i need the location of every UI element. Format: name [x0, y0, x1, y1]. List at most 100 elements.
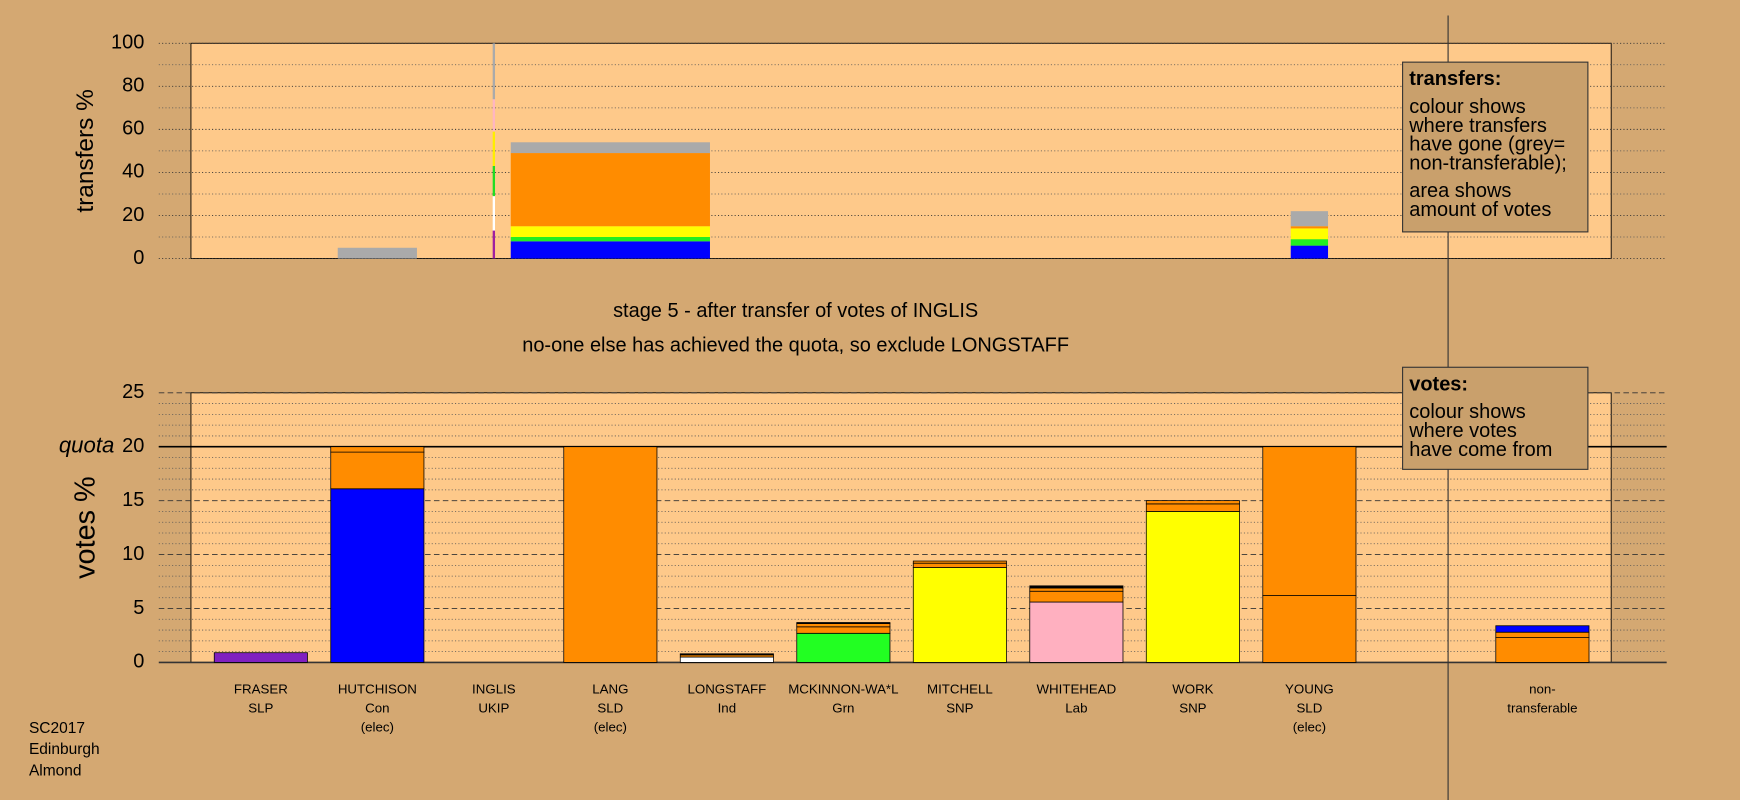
x-tick-label: HUTCHISON	[338, 682, 417, 697]
y-tick-label: 20	[122, 204, 144, 226]
bar-segment	[563, 446, 658, 663]
bar-segment	[510, 153, 710, 227]
legend-text: where votes	[1408, 420, 1517, 442]
x-tick-label: SLD	[1296, 701, 1322, 716]
y-axis-label: transfers %	[72, 89, 99, 212]
legend-box	[1402, 61, 1589, 233]
y-tick-label: 100	[111, 32, 144, 54]
legend-text: area shows	[1409, 180, 1511, 202]
bar-segment	[1029, 587, 1124, 592]
bar-segment	[330, 451, 425, 490]
bar-segment	[492, 165, 496, 197]
bar-segment	[912, 567, 1007, 663]
y-tick-label: 60	[122, 118, 144, 140]
bar-segment	[1495, 625, 1590, 633]
bar-segment	[492, 230, 496, 259]
y-tick-label: 15	[122, 489, 144, 511]
y-tick-label: 0	[133, 247, 144, 269]
x-tick-label: YOUNG	[1285, 682, 1334, 697]
bar-segment	[1290, 239, 1329, 246]
x-tick-label: Lab	[1065, 701, 1087, 716]
x-tick-label: (elec)	[594, 719, 627, 734]
legend-title: transfers:	[1409, 68, 1501, 90]
bar-segment	[1495, 637, 1590, 663]
x-tick-label: INGLIS	[472, 682, 516, 697]
bar-segment	[1290, 245, 1329, 259]
y-tick-label: 0	[133, 651, 144, 673]
bar-segment	[213, 652, 308, 663]
x-tick-label: (elec)	[1293, 719, 1326, 734]
y-tick-label: 5	[133, 597, 144, 619]
bar-segment	[1262, 446, 1357, 596]
bar-segment	[1290, 228, 1329, 240]
x-tick-label: UKIP	[478, 701, 509, 716]
x-tick-label: SNP	[1179, 701, 1206, 716]
footnote: Almond	[29, 762, 82, 779]
bar-segment	[1145, 503, 1240, 512]
legend-box	[1402, 366, 1589, 470]
x-tick-label: SNP	[946, 701, 973, 716]
bar-segment	[1029, 590, 1124, 603]
bar-segment	[1262, 595, 1357, 663]
x-tick-label: non-	[1529, 682, 1556, 697]
bar-segment	[330, 446, 425, 453]
x-tick-label: SLP	[248, 701, 273, 716]
bar-segment	[796, 632, 891, 663]
bar-segment	[1495, 631, 1590, 638]
x-tick-label: MITCHELL	[927, 682, 993, 697]
legend-title: votes:	[1409, 373, 1468, 395]
bar-segment	[510, 237, 710, 242]
x-tick-label: Con	[365, 701, 389, 716]
bar-segment	[796, 626, 891, 634]
x-tick-label: (elec)	[361, 719, 394, 734]
footnote: Edinburgh	[29, 741, 100, 758]
x-tick-label: SLD	[597, 701, 623, 716]
y-tick-label: 10	[122, 543, 144, 565]
chart-title: no-one else has achieved the quota, so e…	[522, 334, 1069, 356]
bar-segment	[330, 488, 425, 663]
x-tick-label: LANG	[592, 682, 628, 697]
bar-segment	[492, 131, 496, 166]
bar-segment	[510, 241, 710, 259]
plot-area	[190, 392, 1612, 663]
x-tick-label: WHITEHEAD	[1036, 682, 1116, 697]
x-tick-label: WORK	[1172, 682, 1213, 697]
bar-segment	[796, 623, 891, 628]
chart-title: stage 5 - after transfer of votes of ING…	[613, 300, 978, 322]
y-tick-label: 40	[122, 161, 144, 183]
bar-segment	[337, 247, 417, 259]
bar-segment	[492, 43, 496, 100]
bar-segment	[492, 196, 496, 231]
bar-segment	[1145, 500, 1240, 505]
bar-segment	[1029, 601, 1124, 663]
bar-segment	[1290, 226, 1329, 229]
x-tick-label: Grn	[832, 701, 854, 716]
legend-text: colour shows	[1409, 96, 1526, 118]
bar-segment	[510, 142, 710, 154]
x-tick-label: LONGSTAFF	[687, 682, 766, 697]
legend-text: where transfers	[1408, 115, 1547, 137]
bar-segment	[796, 622, 891, 624]
x-tick-label: FRASER	[234, 682, 288, 697]
bar-segment	[1029, 585, 1124, 589]
bar-segment	[912, 562, 1007, 568]
legend-text: non-transferable);	[1409, 152, 1567, 174]
x-tick-label: Ind	[718, 701, 737, 716]
y-tick-label: 25	[122, 381, 144, 403]
footnote: SC2017	[29, 720, 85, 737]
x-tick-label: transferable	[1507, 701, 1577, 716]
bar-segment	[679, 656, 774, 663]
bar-segment	[679, 653, 774, 656]
bar-segment	[912, 560, 1007, 564]
bar-segment	[510, 226, 710, 238]
quota-label: quota	[59, 433, 115, 458]
legend-text: amount of votes	[1409, 199, 1551, 221]
y-tick-label: 80	[122, 75, 144, 97]
bar-segment	[1290, 211, 1329, 227]
legend-text: colour shows	[1409, 401, 1526, 423]
bar-segment	[1145, 511, 1240, 663]
x-tick-label: MCKINNON-WA*L	[788, 682, 898, 697]
legend-text: have gone (grey=	[1409, 134, 1565, 156]
